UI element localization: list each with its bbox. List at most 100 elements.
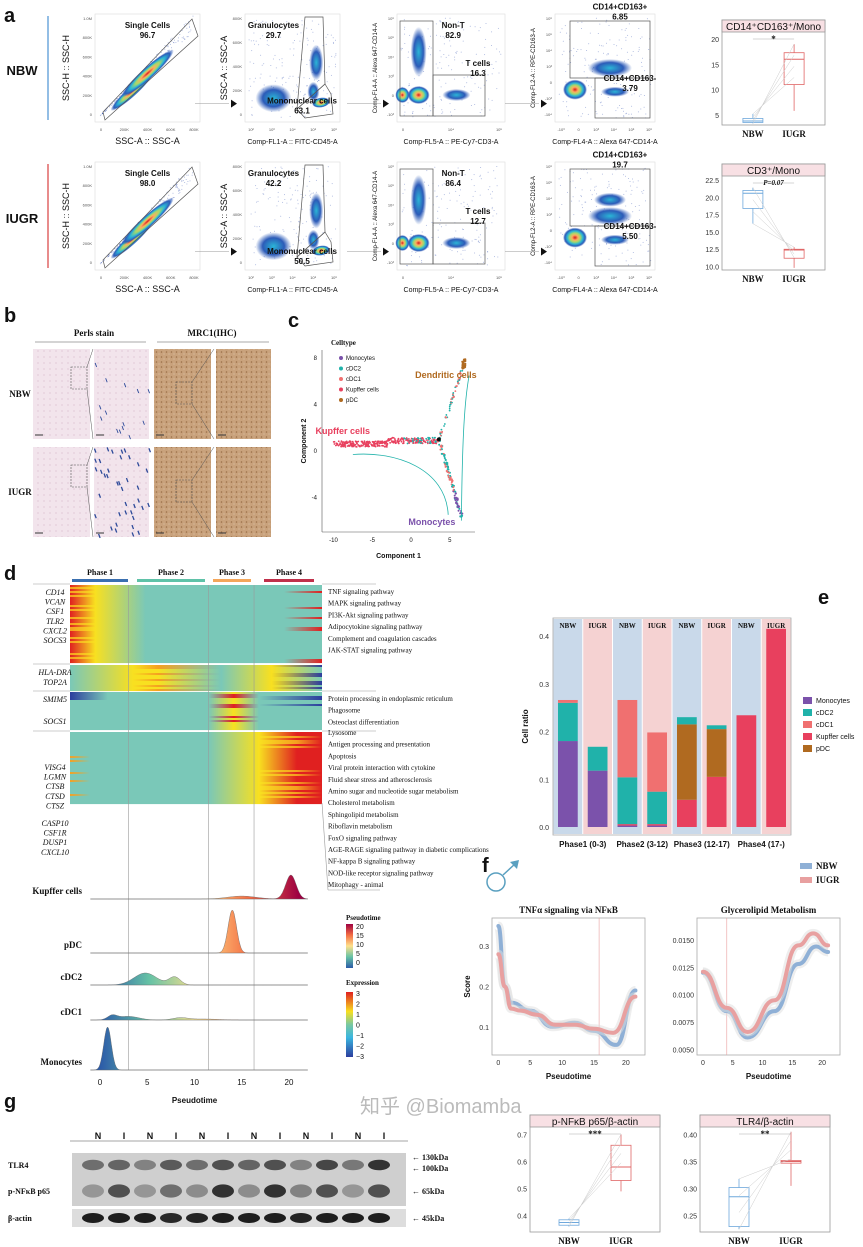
legend-swatch <box>803 697 812 704</box>
event-dot <box>284 199 286 200</box>
event-dot <box>449 17 451 19</box>
event-dot <box>561 54 563 56</box>
cell-point <box>374 440 377 443</box>
event-dot <box>464 86 466 88</box>
plot-frame <box>721 19 826 126</box>
x-tick: 0 <box>98 1078 103 1087</box>
event-dot <box>608 258 610 260</box>
y-tick: 10⁶ <box>388 16 394 21</box>
event-dot <box>566 32 568 34</box>
event-dot <box>116 98 118 100</box>
event-dot <box>305 194 306 196</box>
y-tick: 10³ <box>388 222 394 227</box>
perls-stain-image <box>94 349 149 439</box>
event-dot <box>621 252 623 254</box>
ihc-image <box>154 349 211 439</box>
event-dot <box>595 17 597 19</box>
event-dot <box>306 64 308 65</box>
y-axis-label: Score <box>463 975 472 998</box>
x-tick: 10⁴ <box>448 127 454 132</box>
event-dot <box>566 101 568 103</box>
x-tick: 5 <box>731 1060 735 1067</box>
cell-point <box>407 438 410 440</box>
x-tick: Phase1 (0-3) <box>559 840 606 849</box>
bar-segment <box>558 702 578 742</box>
band <box>108 1213 130 1223</box>
event-dot <box>254 225 256 227</box>
event-dot <box>411 251 413 253</box>
y-tick: 400K <box>83 222 93 227</box>
event-dot <box>185 22 187 24</box>
group-label: NBW <box>560 622 577 630</box>
band <box>134 1159 156 1171</box>
event-dot <box>487 74 489 76</box>
event-dot <box>297 260 299 262</box>
event-dot <box>567 110 569 112</box>
x-axis-label: SSC-A :: SSC-A <box>115 284 180 294</box>
event-dot <box>594 58 596 60</box>
event-dot <box>270 175 272 176</box>
event-dot <box>278 33 280 34</box>
event-dot <box>573 47 575 49</box>
gene-label: LGMN <box>43 773 67 782</box>
heatmap-row <box>70 657 322 660</box>
event-dot <box>435 23 437 25</box>
event-dot <box>249 78 251 80</box>
event-dot <box>251 114 253 116</box>
y-tick: 0.35 <box>683 1160 697 1167</box>
heatmap-row <box>70 615 322 618</box>
event-dot <box>486 80 488 82</box>
iron-deposit <box>147 389 150 394</box>
cell-point <box>366 445 369 447</box>
heatmap-row <box>70 627 322 630</box>
y-tick: -4 <box>312 495 318 501</box>
event-dot <box>500 53 502 55</box>
y-tick: 0.30 <box>683 1187 697 1194</box>
cell-point <box>416 440 419 443</box>
event-dot <box>281 58 283 60</box>
event-dot <box>156 56 157 58</box>
event-dot <box>101 113 103 115</box>
cell-point <box>338 443 341 446</box>
cell-point <box>421 436 424 439</box>
band <box>316 1213 338 1223</box>
arrow-icon <box>231 99 237 108</box>
event-dot <box>627 249 629 251</box>
event-dot <box>297 199 299 201</box>
y-tick: 800K <box>83 35 93 40</box>
band <box>238 1159 260 1171</box>
arrow-icon <box>231 247 237 256</box>
cell-point <box>456 505 459 508</box>
event-dot <box>178 190 180 192</box>
event-dot <box>306 27 308 29</box>
pathway-label: Lysosome <box>328 729 356 737</box>
y-tick: 0 <box>90 112 93 117</box>
cell-point <box>402 442 404 445</box>
event-dot <box>456 50 458 52</box>
density-blob <box>395 235 410 251</box>
event-dot <box>249 61 251 63</box>
event-dot <box>114 100 116 102</box>
arrow-icon <box>541 99 547 108</box>
zoom-line <box>191 446 215 481</box>
event-dot <box>257 200 259 202</box>
pathway-label: Fluid shear stress and atherosclerosis <box>328 776 432 784</box>
heatmap-row <box>70 655 322 658</box>
event-dot <box>310 193 312 195</box>
density-blob <box>588 59 632 77</box>
gate-name: Single Cells <box>125 21 171 30</box>
event-dot <box>100 114 102 116</box>
cell-point <box>443 425 445 427</box>
event-dot <box>167 197 169 199</box>
event-dot <box>256 19 257 21</box>
event-dot <box>108 255 110 257</box>
cell-point <box>350 444 353 447</box>
heatmap-row <box>70 605 322 608</box>
event-dot <box>640 108 642 110</box>
iron-deposit <box>119 455 123 460</box>
event-dot <box>312 227 314 228</box>
event-dot <box>274 54 276 56</box>
event-dot <box>315 179 317 181</box>
heatmap-row <box>70 587 322 590</box>
